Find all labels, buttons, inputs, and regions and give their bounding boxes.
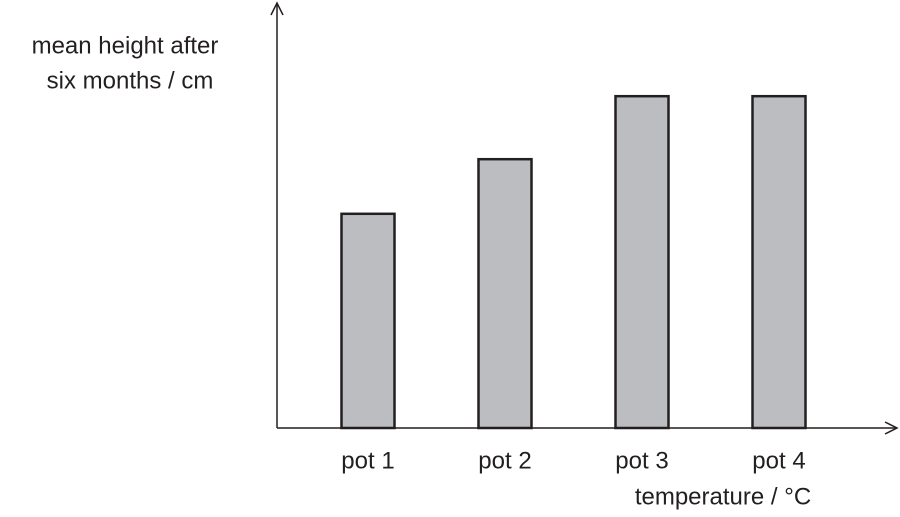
bar	[751, 94, 807, 430]
bar	[477, 157, 533, 430]
x-tick-label: pot 2	[478, 447, 531, 474]
y-axis-label: six months / cm	[47, 67, 214, 94]
y-axis-arrow	[270, 1, 284, 16]
x-tick-label: pot 3	[615, 447, 668, 474]
y-axis-label: mean height after	[32, 32, 219, 59]
x-axis-label: temperature / °C	[635, 483, 811, 510]
x-tick-label: pot 4	[752, 447, 805, 474]
bar	[340, 212, 396, 430]
x-axis-arrow	[884, 421, 899, 435]
bar	[614, 94, 670, 430]
x-tick-label: pot 1	[341, 447, 394, 474]
